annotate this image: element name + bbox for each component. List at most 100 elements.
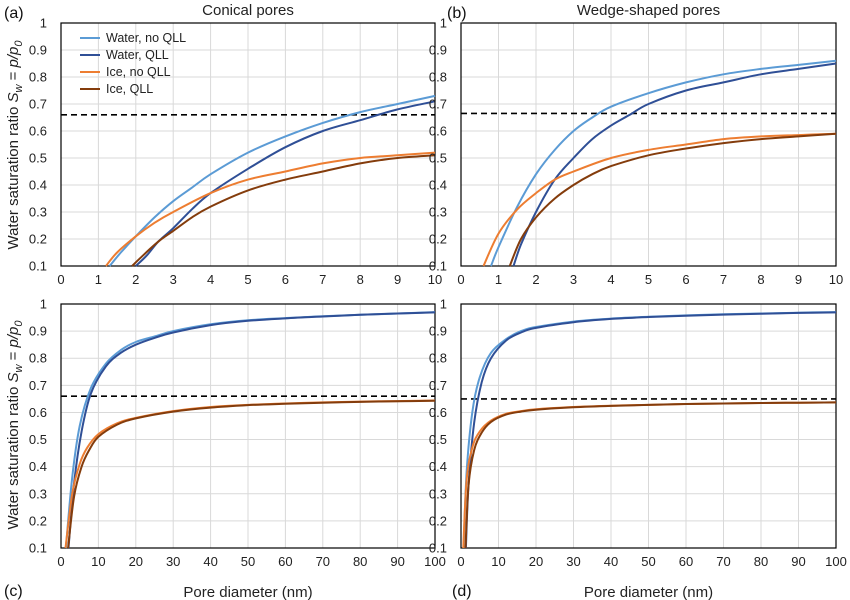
y-tick-label: 0.8 xyxy=(29,70,47,85)
y-tick-label: 0.9 xyxy=(29,43,47,58)
y-tick-label: 0.7 xyxy=(29,97,47,112)
series-line-ice-no-qll xyxy=(105,151,436,267)
x-tick-label: 0 xyxy=(57,554,64,569)
x-tick-label: 9 xyxy=(795,272,802,287)
series-line-ice-qll xyxy=(508,132,837,267)
panel-label: (c) xyxy=(4,583,23,600)
x-tick-label: 2 xyxy=(532,272,539,287)
legend-entry: Ice, QLL xyxy=(106,82,153,96)
series-line-ice-qll xyxy=(67,399,436,549)
x-tick-label: 70 xyxy=(316,554,330,569)
y-tick-label: 0.5 xyxy=(429,432,447,447)
y-tick-label: 0.4 xyxy=(29,178,47,193)
x-tick-label: 10 xyxy=(491,554,505,569)
y-tick-label: 0.2 xyxy=(429,232,447,247)
x-tick-label: 30 xyxy=(566,554,580,569)
x-tick-label: 100 xyxy=(424,554,446,569)
y-tick-label: 0.8 xyxy=(429,70,447,85)
x-tick-label: 3 xyxy=(570,272,577,287)
plot-frame xyxy=(60,22,436,267)
legend-entry: Water, QLL xyxy=(106,48,169,62)
y-tick-label: 0.9 xyxy=(429,324,447,339)
y-tick-label: 0.6 xyxy=(429,124,447,139)
x-tick-label: 10 xyxy=(829,272,843,287)
x-axis-title: Pore diameter (nm) xyxy=(584,584,713,600)
y-tick-label: 0.8 xyxy=(29,351,47,366)
y-tick-label: 0.9 xyxy=(29,324,47,339)
y-tick-label: 0.1 xyxy=(29,541,47,556)
plot-frame xyxy=(60,303,436,549)
y-tick-label: 0.7 xyxy=(429,97,447,112)
y-tick-label: 0.2 xyxy=(29,513,47,528)
series-line-water-no-qll xyxy=(64,311,436,549)
y-axis-title-bottom: Water saturation ratio Sw = p/p0 xyxy=(5,320,25,530)
y-tick-label: 0.4 xyxy=(429,178,447,193)
x-tick-label: 70 xyxy=(716,554,730,569)
legend-entry: Ice, no QLL xyxy=(106,65,171,79)
x-tick-label: 2 xyxy=(132,272,139,287)
x-tick-label: 1 xyxy=(495,272,502,287)
x-tick-label: 90 xyxy=(390,554,404,569)
panel-wedge-large: 0 10 20 30 40 50 60 70 80 90 100 0.1 0.2 0.3 0.4 0.5 0.6… xyxy=(429,297,847,600)
x-tick-label: 4 xyxy=(607,272,614,287)
series-line-water-no-qll xyxy=(490,59,837,267)
y-tick-label: 1 xyxy=(40,16,47,31)
x-tick-label: 80 xyxy=(353,554,367,569)
y-tick-label: 0.2 xyxy=(429,513,447,528)
y-tick-label: 0.2 xyxy=(29,232,47,247)
y-tick-label: 0.4 xyxy=(29,459,47,474)
series-line-water-qll xyxy=(512,62,837,267)
y-tick-label: 0.7 xyxy=(429,378,447,393)
x-tick-label: 90 xyxy=(791,554,805,569)
y-tick-label: 0.5 xyxy=(29,432,47,447)
series-line-ice-qll xyxy=(131,154,436,267)
panel-title: Conical pores xyxy=(202,2,294,19)
y-axis-title-top: Water saturation ratio Sw = p/p0 xyxy=(5,40,25,250)
x-tick-label: 3 xyxy=(170,272,177,287)
y-tick-label: 0.8 xyxy=(429,351,447,366)
panel-title: Wedge-shaped pores xyxy=(577,2,720,19)
series-line-ice-qll xyxy=(464,401,837,549)
x-tick-label: 4 xyxy=(207,272,214,287)
series-line-water-no-qll xyxy=(462,311,837,549)
x-tick-label: 20 xyxy=(129,554,143,569)
series-line-ice-no-qll xyxy=(462,401,837,549)
x-tick-label: 100 xyxy=(825,554,847,569)
x-tick-label: 20 xyxy=(529,554,543,569)
y-tick-label: 0.3 xyxy=(29,486,47,501)
y-tick-label: 0.3 xyxy=(429,205,447,220)
x-tick-label: 50 xyxy=(641,554,655,569)
x-tick-label: 8 xyxy=(357,272,364,287)
x-tick-label: 1 xyxy=(95,272,102,287)
x-axis-title: Pore diameter (nm) xyxy=(183,584,312,600)
y-tick-label: 1 xyxy=(40,297,47,312)
x-tick-label: 30 xyxy=(166,554,180,569)
x-tick-label: 10 xyxy=(428,272,442,287)
panel-label: (d) xyxy=(452,583,472,600)
x-tick-label: 10 xyxy=(91,554,105,569)
x-tick-label: 6 xyxy=(282,272,289,287)
x-tick-label: 5 xyxy=(244,272,251,287)
x-tick-label: 60 xyxy=(278,554,292,569)
y-tick-label: 0.6 xyxy=(29,405,47,420)
y-tick-label: 0.1 xyxy=(429,541,447,556)
y-tick-label: 0.7 xyxy=(29,378,47,393)
legend: Water, no QLL Water, QLL Ice, no QLL Ice, Q… xyxy=(80,31,186,96)
panel-wedge-nm: 0 1 2 3 4 5 6 7 8 9 100.10.20.30.40.50.60.70.80.91… xyxy=(429,2,843,287)
y-tick-label: 0.5 xyxy=(429,151,447,166)
series-line-water-qll xyxy=(464,311,837,549)
x-tick-label: 80 xyxy=(754,554,768,569)
x-tick-label: 40 xyxy=(203,554,217,569)
legend-entry: Water, no QLL xyxy=(106,31,186,45)
plot-frame xyxy=(460,303,837,549)
y-tick-label: 1 xyxy=(440,16,447,31)
x-tick-label: 60 xyxy=(679,554,693,569)
y-tick-label: 0.3 xyxy=(29,205,47,220)
y-tick-label: 0.5 xyxy=(29,151,47,166)
series-line-water-qll xyxy=(67,311,436,549)
x-tick-label: 0 xyxy=(57,272,64,287)
y-tick-label: 1 xyxy=(440,297,447,312)
x-tick-label: 0 xyxy=(457,272,464,287)
y-tick-label: 0.6 xyxy=(429,405,447,420)
